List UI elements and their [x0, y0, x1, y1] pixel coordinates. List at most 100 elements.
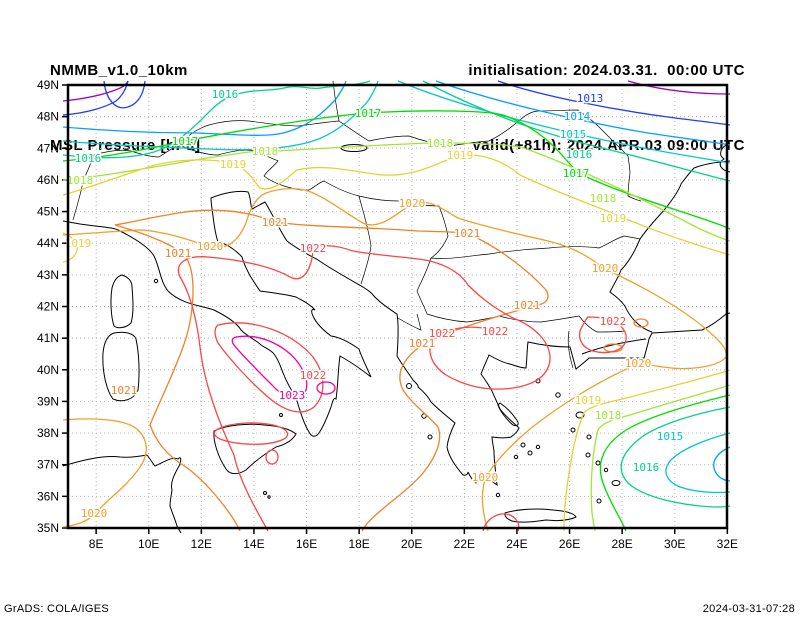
isobar-label-1020: 1020: [472, 471, 499, 484]
coast-italy-balkans-turkey: [62, 190, 731, 487]
isobar-label-1017: 1017: [563, 167, 590, 180]
isobar-label-1016: 1016: [566, 148, 593, 161]
isobar-label-1019: 1019: [220, 158, 247, 171]
isobar-label-1021: 1021: [111, 384, 138, 397]
lat-axis-label: 42N: [37, 300, 59, 314]
lon-axis-label: 10E: [138, 537, 159, 551]
lon-axis-label: 18E: [348, 537, 369, 551]
isobar-label-1021: 1021: [514, 299, 541, 312]
coast-dnieper-estuary: [719, 142, 731, 173]
lat-axis-label: 46N: [37, 173, 59, 187]
isobar-label-1019: 1019: [447, 149, 474, 162]
init-time: initialisation: 2024.03.31. 00:00 UTC: [468, 62, 745, 79]
map-gridlines: [68, 85, 727, 528]
isobar-label-1020: 1020: [592, 262, 619, 275]
isobar-label-1013: 1013: [577, 92, 604, 105]
isobar-label-1020: 1020: [399, 197, 426, 210]
lat-axis-label: 36N: [37, 489, 59, 503]
island-sicily: [213, 423, 297, 475]
isobar-label-1018: 1018: [252, 145, 279, 158]
contour-1022: [177, 245, 627, 532]
lat-axis-label: 45N: [37, 205, 59, 219]
lon-axis-label: 26E: [559, 537, 580, 551]
lon-axis-label: 24E: [506, 537, 527, 551]
isobar-label-1018: 1018: [590, 192, 617, 205]
isobar-label-1021: 1021: [409, 337, 436, 350]
isobar-label-1022: 1022: [300, 242, 327, 255]
lon-axis-label: 16E: [296, 537, 317, 551]
isobar-label-1018: 1018: [427, 137, 454, 150]
isobar-label-1018: 1018: [67, 174, 94, 187]
isobar-label-1022: 1022: [600, 315, 627, 328]
lat-axis-label: 44N: [37, 236, 59, 250]
isobar-label-1021: 1021: [454, 227, 481, 240]
grads-credit: GrADS: COLA/IGES: [4, 603, 110, 615]
contour-1015: [62, 80, 731, 494]
lat-axis-label: 49N: [37, 78, 59, 92]
map-axes: 49N 48N 47N 46N 45N 44N 43N 42N 41N 40N 39N 38N 37N 3…: [37, 78, 738, 551]
lon-axis-label: 28E: [611, 537, 632, 551]
isobars: [62, 80, 731, 532]
island-euboea: [497, 402, 519, 427]
contour-1019: [62, 154, 731, 532]
lon-axis-label: 22E: [454, 537, 475, 551]
isobar-label-1020: 1020: [81, 507, 108, 520]
island-crete: [504, 508, 577, 523]
contour-1018: [62, 142, 731, 532]
contour-1016: [62, 80, 731, 508]
contour-1020: [62, 187, 727, 532]
isobar-label-1022: 1022: [482, 325, 509, 338]
isobar-label-1020: 1020: [197, 240, 224, 253]
island-corsica: [110, 274, 134, 329]
map-frame: [66, 83, 729, 530]
isobar-label-1021: 1021: [165, 247, 192, 260]
coast-marmara-north: [581, 338, 647, 355]
isobar-label-1016: 1016: [75, 152, 102, 165]
lon-axis-label: 8E: [89, 537, 104, 551]
isobar-label-1015: 1015: [560, 128, 587, 141]
contour-1017: [62, 110, 731, 532]
isobar-label-1016: 1016: [212, 88, 239, 101]
isobar-label-1019: 1019: [65, 237, 92, 250]
isobar-label-1022: 1022: [300, 369, 327, 382]
lon-axis-label: 14E: [243, 537, 264, 551]
lat-axis-label: 38N: [37, 426, 59, 440]
contour-1023: [231, 335, 336, 400]
isobar-label-1018: 1018: [595, 409, 622, 422]
isobar-labels: 1016101610171018101810191019101710181019…: [63, 87, 685, 522]
lat-axis-label: 43N: [37, 268, 59, 282]
isobar-label-1021: 1021: [262, 216, 289, 229]
lat-axis-label: 39N: [37, 394, 59, 408]
lat-axis-label: 40N: [37, 363, 59, 377]
creation-timestamp: 2024-03-31-07:28: [702, 603, 795, 615]
lon-axis-label: 30E: [664, 537, 685, 551]
lon-axis-label: 32E: [717, 537, 738, 551]
isobar-label-1015: 1015: [657, 430, 684, 443]
isobar-label-1017: 1017: [172, 135, 199, 148]
isobar-label-1014: 1014: [564, 110, 591, 123]
isobar-label-1019: 1019: [600, 212, 627, 225]
lake-balaton: [340, 144, 368, 152]
country-borders: [72, 80, 642, 369]
lat-axis-label: 41N: [37, 331, 59, 345]
aegean-islands: [153, 278, 621, 504]
lat-axis-label: 35N: [37, 521, 59, 535]
contour-1013: [62, 80, 731, 126]
isobar-label-1019: 1019: [575, 394, 602, 407]
island-sardinia: [102, 331, 140, 402]
lat-axis-label: 37N: [37, 458, 59, 472]
model-title: NMMB_v1.0_10km: [50, 62, 188, 79]
coast-north-africa: [62, 454, 182, 534]
lat-axis-label: 47N: [37, 141, 59, 155]
lon-axis-label: 20E: [401, 537, 422, 551]
lat-axis-label: 48N: [37, 110, 59, 124]
isobar-label-1022: 1022: [429, 327, 456, 340]
isobar-label-1016: 1016: [633, 461, 660, 474]
isobar-label-1017: 1017: [355, 107, 382, 120]
isobar-label-1023: 1023: [279, 389, 306, 402]
isobar-label-1020: 1020: [625, 357, 652, 370]
lon-axis-label: 12E: [191, 537, 212, 551]
